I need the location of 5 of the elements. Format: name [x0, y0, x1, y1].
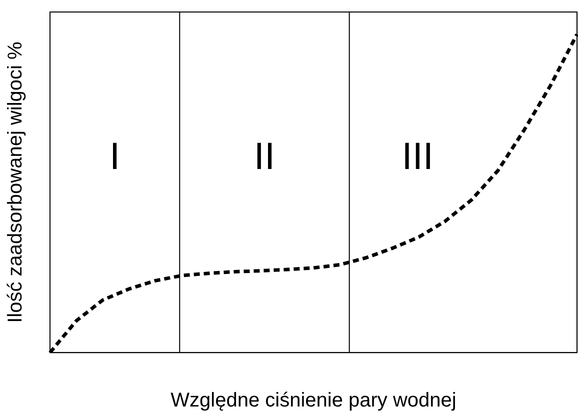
y-axis-title: Ilość zaadsorbowanej wilgoci % — [4, 41, 27, 323]
annotation: II — [254, 136, 276, 178]
x-axis-title: Względne ciśnienie pary wodnej — [170, 390, 456, 412]
annotation: III — [402, 136, 434, 178]
annotation: I — [110, 136, 120, 178]
